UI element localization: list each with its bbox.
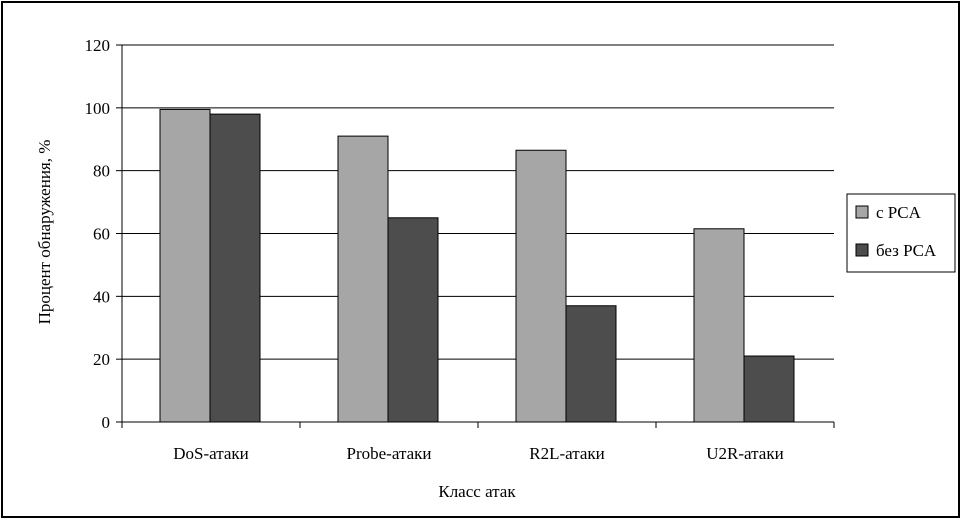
x-axis-title: Класс атак [438, 482, 516, 501]
bar-3-0 [693, 228, 745, 423]
bar-2-1 [565, 305, 617, 423]
y-tick-label-1: 20 [93, 350, 110, 369]
legend: с PCA без PCA [846, 193, 956, 273]
y-tick-label-3: 60 [93, 225, 110, 244]
x-tick-label-2: R2L-атаки [529, 444, 605, 463]
bars-layer [159, 108, 795, 423]
bar-1-0 [337, 135, 389, 423]
legend-label-1: без PCA [876, 241, 937, 260]
x-tick-label-0: DoS-атаки [173, 444, 249, 463]
bar-3-1 [743, 355, 795, 423]
y-tick-label-5: 100 [85, 99, 111, 118]
x-tick-label-1: Probe-атаки [347, 444, 432, 463]
legend-swatch-0 [855, 205, 869, 219]
y-tick-label-2: 40 [93, 287, 110, 306]
y-axis-title: Процент обнаружения, % [35, 140, 54, 325]
x-tick-label-3: U2R-атаки [706, 444, 783, 463]
y-tick-label-6: 120 [85, 36, 111, 55]
bar-2-0 [515, 149, 567, 423]
legend-swatch-1 [855, 243, 869, 257]
legend-label-0: с PCA [876, 203, 922, 222]
y-tick-label-0: 0 [102, 413, 111, 432]
bar-0-0 [159, 108, 211, 423]
y-tick-label-4: 80 [93, 162, 110, 181]
bar-1-1 [387, 217, 439, 423]
axis-layer: 0 20 40 60 80 100 120 DoS-атаки Probe-атаки R2L-а… [85, 36, 835, 463]
bar-0-1 [209, 113, 261, 423]
